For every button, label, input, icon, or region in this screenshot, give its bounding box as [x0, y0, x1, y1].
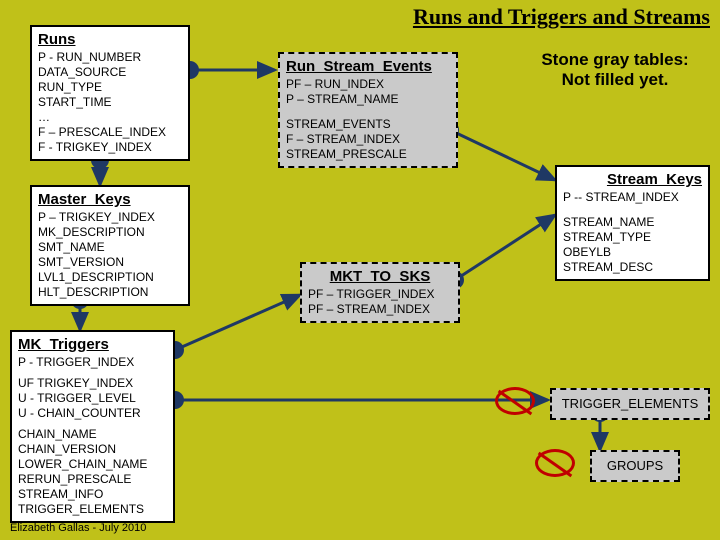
- field: CHAIN_VERSION: [18, 442, 167, 457]
- table-groups: GROUPS: [590, 450, 680, 482]
- table-run-stream-events: Run_Stream_Events PF – RUN_INDEX P – STR…: [278, 52, 458, 168]
- table-title: MK_Triggers: [18, 336, 167, 355]
- field: STREAM_INFO: [18, 487, 167, 502]
- field: SMT_VERSION: [38, 255, 182, 270]
- field: OBEYLB: [563, 245, 702, 260]
- field: SMT_NAME: [38, 240, 182, 255]
- table-master-keys: Master_Keys P – TRIGKEY_INDEX MK_DESCRIP…: [30, 185, 190, 306]
- table-title: Stream_Keys: [563, 171, 702, 190]
- table-title: Master_Keys: [38, 191, 182, 210]
- table-mkt-to-sks: MKT_TO_SKS PF – TRIGGER_INDEX PF – STREA…: [300, 262, 460, 323]
- table-title: MKT_TO_SKS: [308, 268, 452, 287]
- table-title: GROUPS: [607, 458, 663, 473]
- field: F – PRESCALE_INDEX: [38, 125, 182, 140]
- field: UF TRIGKEY_INDEX: [18, 376, 167, 391]
- prohibit-icon: [495, 387, 535, 415]
- field: F - TRIGKEY_INDEX: [38, 140, 182, 155]
- field: P - TRIGGER_INDEX: [18, 355, 167, 370]
- field: PF – TRIGGER_INDEX: [308, 287, 452, 302]
- table-stream-keys: Stream_Keys P -- STREAM_INDEX STREAM_NAM…: [555, 165, 710, 281]
- field: STREAM_NAME: [563, 215, 702, 230]
- note-line: Stone gray tables:: [520, 50, 710, 70]
- footer-text: Elizabeth Gallas - July 2010: [10, 522, 146, 534]
- field: P - RUN_NUMBER: [38, 50, 182, 65]
- field: START_TIME: [38, 95, 182, 110]
- field: P – STREAM_NAME: [286, 92, 450, 107]
- table-title: Runs: [38, 31, 182, 50]
- field: MK_DESCRIPTION: [38, 225, 182, 240]
- page-title: Runs and Triggers and Streams: [413, 4, 710, 30]
- field: STREAM_PRESCALE: [286, 147, 450, 162]
- field: CHAIN_NAME: [18, 427, 167, 442]
- table-runs: Runs P - RUN_NUMBER DATA_SOURCE RUN_TYPE…: [30, 25, 190, 161]
- table-trigger-elements: TRIGGER_ELEMENTS: [550, 388, 710, 420]
- field: LOWER_CHAIN_NAME: [18, 457, 167, 472]
- field: …: [38, 110, 182, 125]
- field: LVL1_DESCRIPTION: [38, 270, 182, 285]
- table-title: TRIGGER_ELEMENTS: [562, 396, 699, 411]
- prohibit-icon: [535, 449, 575, 477]
- field: P -- STREAM_INDEX: [563, 190, 702, 205]
- table-mk-triggers: MK_Triggers P - TRIGGER_INDEX UF TRIGKEY…: [10, 330, 175, 523]
- table-title: Run_Stream_Events: [286, 58, 450, 77]
- field: HLT_DESCRIPTION: [38, 285, 182, 300]
- field: RUN_TYPE: [38, 80, 182, 95]
- field: PF – STREAM_INDEX: [308, 302, 452, 317]
- field: P – TRIGKEY_INDEX: [38, 210, 182, 225]
- field: STREAM_TYPE: [563, 230, 702, 245]
- field: DATA_SOURCE: [38, 65, 182, 80]
- field: STREAM_EVENTS: [286, 117, 450, 132]
- field: PF – RUN_INDEX: [286, 77, 450, 92]
- field: U - TRIGGER_LEVEL: [18, 391, 167, 406]
- field: STREAM_DESC: [563, 260, 702, 275]
- field: U - CHAIN_COUNTER: [18, 406, 167, 421]
- legend-note: Stone gray tables: Not filled yet.: [520, 50, 710, 90]
- field: RERUN_PRESCALE: [18, 472, 167, 487]
- field: F – STREAM_INDEX: [286, 132, 450, 147]
- field: TRIGGER_ELEMENTS: [18, 502, 167, 517]
- note-line: Not filled yet.: [520, 70, 710, 90]
